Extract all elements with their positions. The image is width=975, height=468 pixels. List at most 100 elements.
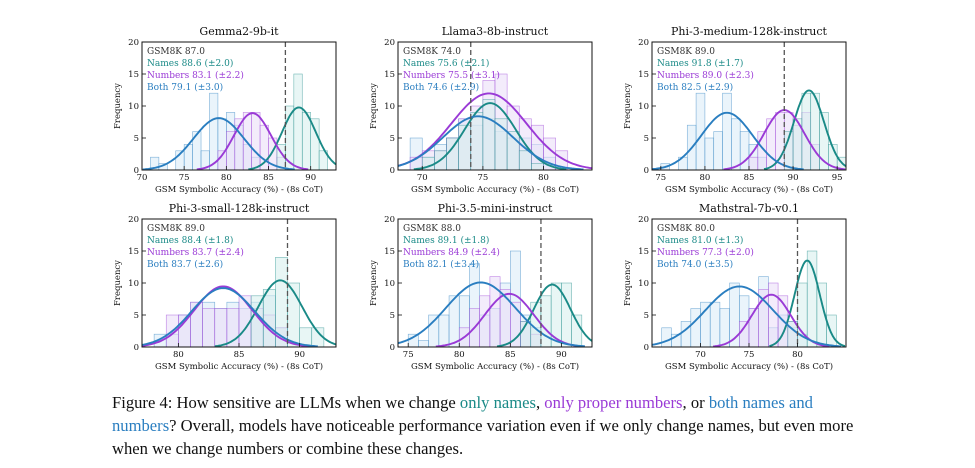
y-tick-label: 15 [128, 247, 139, 257]
y-tick-label: 20 [638, 215, 649, 225]
histogram-bar-both [719, 308, 730, 348]
chart-title: Phi-3-medium-128k-instruct [671, 25, 828, 38]
histogram-bar-both [704, 137, 715, 171]
caption-numbers-link: only proper numbers [544, 393, 683, 412]
y-tick-label: 10 [638, 279, 649, 289]
chart-2: Llama3-8b-instruct 70 75 80 0 5 10 15 20 GSM Symb… [369, 25, 593, 195]
y-tick-label: 20 [638, 38, 649, 48]
x-axis-label: GSM Symbolic Accuracy (%) - (8s CoT) [411, 184, 579, 195]
legend-numbers: Numbers 83.1 (±2.2) [147, 70, 244, 81]
legend-gsm8k: GSM8K 74.0 [403, 47, 461, 57]
y-tick-label: 0 [134, 166, 139, 176]
density-curve-numbers [196, 112, 309, 171]
histogram-bar-numbers [202, 308, 216, 348]
y-axis-label: Frequency [113, 83, 123, 129]
caption-sep-1: , [535, 393, 545, 412]
legend-both: Both 82.5 (±2.9) [657, 82, 733, 93]
histogram-bar-numbers [251, 112, 261, 171]
chart-4: Phi-3-small-128k-instruct 80 85 90 0 5 10 15 20 G… [113, 202, 337, 372]
y-tick-label: 10 [638, 102, 649, 112]
x-tick-label: 85 [505, 350, 516, 360]
x-tick-label: 85 [744, 173, 755, 183]
y-tick-label: 20 [384, 38, 395, 48]
y-axis-label: Frequency [113, 260, 123, 306]
histogram-bar-numbers [214, 308, 228, 348]
y-tick-label: 20 [128, 38, 139, 48]
caption-both-link: both names and numbers [112, 393, 813, 435]
x-axis-label: GSM Symbolic Accuracy (%) - (8s CoT) [155, 361, 323, 372]
y-axis-label: Frequency [369, 260, 379, 306]
legend-gsm8k: GSM8K 87.0 [147, 47, 205, 57]
histogram-bar-both [709, 301, 721, 348]
histogram-bar-names [826, 314, 837, 348]
legend-names: Names 89.1 (±1.8) [403, 235, 489, 246]
y-axis-label: Frequency [369, 83, 379, 129]
histogram-bar-numbers [479, 295, 491, 348]
density-curve-both [397, 115, 584, 171]
chart-title: Phi-3-small-128k-instruct [169, 202, 310, 215]
histogram-bar-both [713, 131, 723, 171]
density-curve-names [413, 102, 567, 171]
histogram-bar-both [690, 308, 701, 348]
histogram-bar-numbers [748, 156, 759, 171]
x-axis-label: GSM Symbolic Accuracy (%) - (8s CoT) [155, 184, 323, 195]
histogram-bar-both [731, 118, 741, 171]
legend-numbers: Numbers 77.3 (±2.0) [657, 247, 754, 258]
legend-names: Names 88.4 (±1.8) [147, 235, 233, 246]
density-curve-numbers [141, 285, 311, 348]
y-tick-label: 0 [644, 166, 649, 176]
histogram-bar-names [482, 99, 496, 171]
histogram-bar-names [293, 73, 303, 171]
y-tick-label: 15 [638, 70, 649, 80]
y-tick-label: 20 [128, 215, 139, 225]
histogram-bar-both [661, 327, 672, 348]
legend-both: Both 82.1 (±3.4) [403, 259, 479, 270]
x-tick-label: 70 [137, 173, 148, 183]
histogram-bar-both [418, 340, 429, 348]
histogram-bar-numbers [190, 301, 203, 348]
chart-3: Phi-3-medium-128k-instruct 75 80 85 90 95 0 5 10… [623, 25, 847, 195]
legend-gsm8k: GSM8K 88.0 [403, 224, 461, 234]
chart-5: Phi-3.5-mini-instruct 75 80 85 90 0 5 10 15 20 GSM… [369, 202, 593, 372]
x-axis-label: GSM Symbolic Accuracy (%) - (8s CoT) [411, 361, 579, 372]
chart-6: Mathstral-7b-v0.1 70 75 80 0 5 10 15 20 GSM Symbo… [623, 202, 847, 372]
legend-numbers: Numbers 75.5 (±3.1) [403, 70, 500, 81]
histogram-bar-both [722, 92, 732, 171]
y-axis-label: Frequency [623, 83, 633, 129]
x-tick-label: 70 [695, 350, 706, 360]
density-curve-numbers [397, 92, 593, 170]
histogram-bar-names [531, 163, 544, 171]
density-curve-both [142, 117, 295, 171]
x-axis-label: GSM Symbolic Accuracy (%) - (8s CoT) [665, 361, 833, 372]
caption-tail: ? Overall, models have noticeable perfor… [112, 416, 854, 458]
figure: Gemma2-9b-it 70 75 80 85 90 0 5 10 15 20 GSM Symbol… [113, 25, 847, 372]
histogram-bar-names [262, 289, 276, 348]
caption-sep-2: , or [682, 393, 709, 412]
y-tick-label: 5 [644, 311, 649, 321]
x-tick-label: 80 [221, 173, 232, 183]
x-tick-label: 95 [832, 173, 843, 183]
y-tick-label: 0 [390, 166, 395, 176]
chart-title: Gemma2-9b-it [199, 25, 279, 38]
legend-gsm8k: GSM8K 89.0 [147, 224, 205, 234]
x-tick-label: 80 [792, 350, 803, 360]
x-tick-label: 75 [477, 173, 488, 183]
density-curve-numbers [435, 292, 583, 348]
histogram-bar-both [209, 92, 219, 171]
x-tick-label: 90 [294, 350, 305, 360]
density-curve-both [397, 281, 585, 348]
histogram-bar-names [470, 112, 484, 171]
y-tick-label: 10 [384, 102, 395, 112]
legend-gsm8k: GSM8K 89.0 [657, 47, 715, 57]
x-tick-label: 80 [699, 173, 710, 183]
density-curve-names [769, 259, 846, 347]
density-curve-names [248, 106, 337, 171]
y-tick-label: 5 [134, 134, 139, 144]
density-curve-names [214, 279, 337, 348]
legend-numbers: Numbers 83.7 (±2.4) [147, 247, 244, 258]
x-tick-label: 85 [263, 173, 274, 183]
histogram-bar-names [458, 124, 472, 171]
histogram-bar-both [438, 314, 450, 348]
x-tick-label: 90 [788, 173, 799, 183]
legend-both: Both 74.0 (±3.5) [657, 259, 733, 270]
